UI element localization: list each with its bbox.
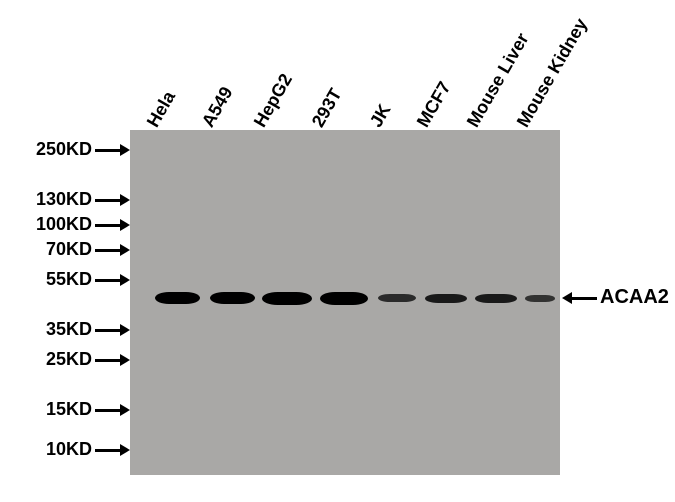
band [425,294,467,303]
mw-label: 15KD [46,399,92,420]
mw-arrow [95,274,130,286]
band [320,292,368,305]
lane-label: MCF7 [413,78,456,131]
mw-label: 250KD [36,139,92,160]
mw-arrow [95,219,130,231]
band [475,294,517,303]
mw-label: 100KD [36,214,92,235]
mw-label: 55KD [46,269,92,290]
mw-arrow [95,194,130,206]
mw-arrow [95,354,130,366]
lane-label: JK [366,101,396,131]
mw-arrow [95,144,130,156]
mw-label: 35KD [46,319,92,340]
band [262,292,312,305]
band [210,292,255,304]
mw-arrow [95,404,130,416]
lane-label: Mouse Kidney [513,15,592,131]
target-arrow [562,292,597,304]
mw-arrow [95,244,130,256]
target-label: ACAA2 [600,286,669,309]
lane-label: HepG2 [250,70,297,131]
mw-label: 25KD [46,349,92,370]
mw-arrow [95,444,130,456]
lane-label: 293T [308,85,347,131]
mw-label: 70KD [46,239,92,260]
band [525,295,555,302]
mw-label: 10KD [46,439,92,460]
lane-label: Hela [143,88,180,131]
band [378,294,416,302]
mw-arrow [95,324,130,336]
band [155,292,200,304]
lane-label: A549 [198,83,238,131]
mw-label: 130KD [36,189,92,210]
